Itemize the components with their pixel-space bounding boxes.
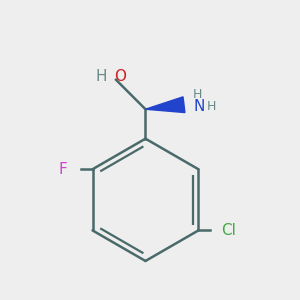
Text: H: H	[95, 69, 107, 84]
Text: O: O	[114, 69, 126, 84]
Text: F: F	[59, 162, 68, 177]
Text: Cl: Cl	[221, 223, 236, 238]
Text: H: H	[193, 88, 202, 101]
Polygon shape	[146, 97, 185, 112]
Text: N: N	[193, 100, 204, 115]
Text: H: H	[207, 100, 216, 113]
